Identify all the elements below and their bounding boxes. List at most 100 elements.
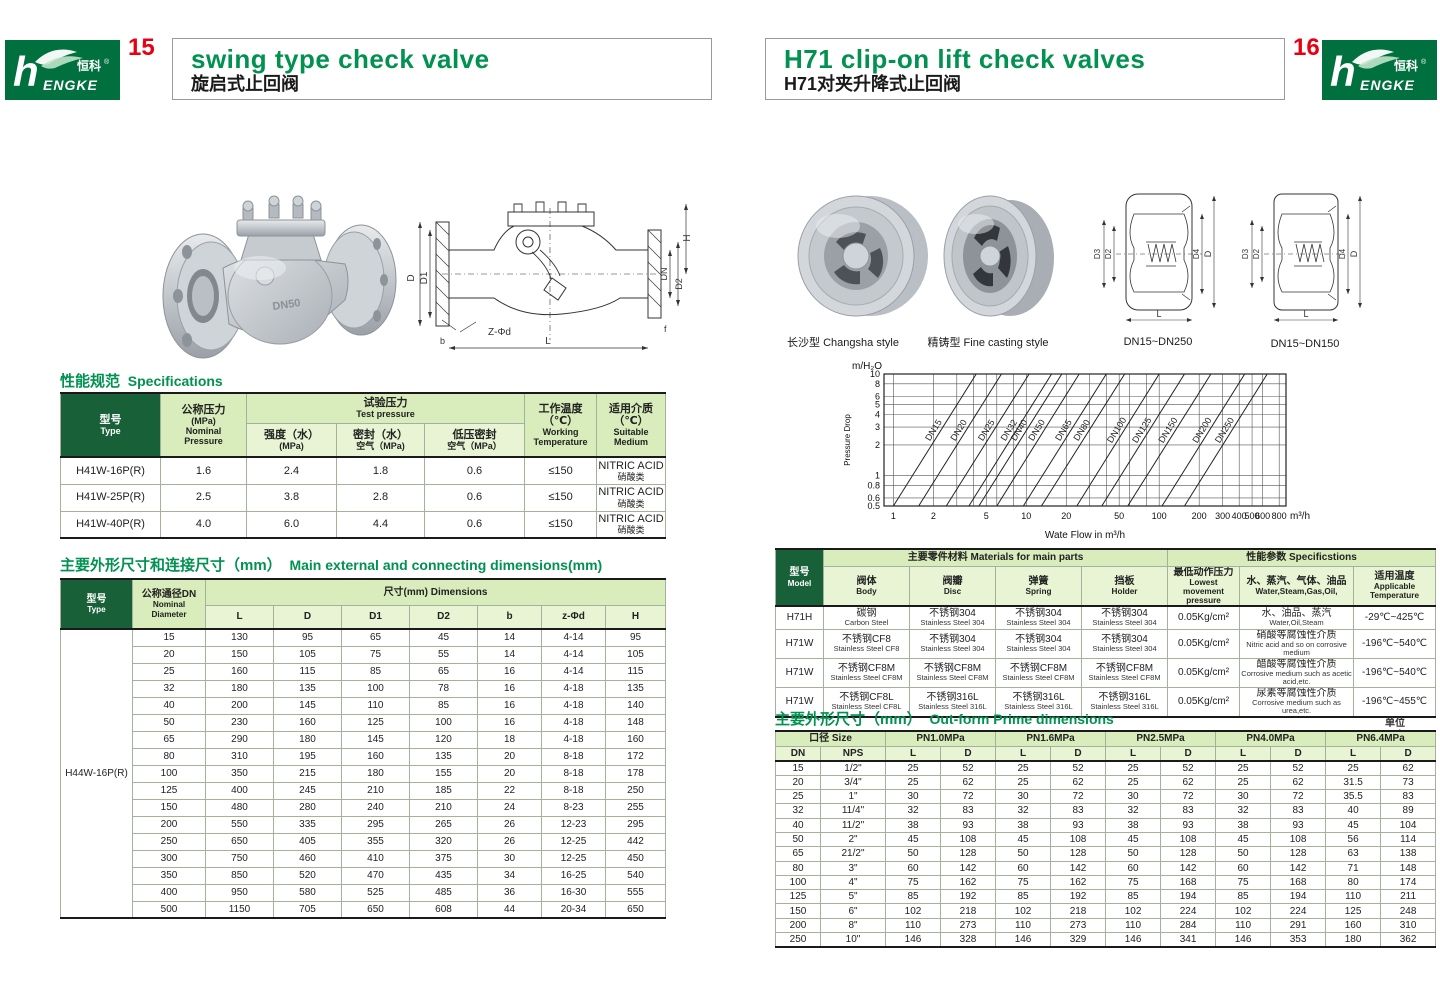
dims-section-title-en: Main external and connecting dimensions(… — [289, 557, 603, 573]
table-cell: 16 — [477, 713, 542, 732]
header-cell: 密封（水） 空气（MPa) — [336, 422, 425, 458]
swing-check-valve-photo: DN50 — [145, 168, 410, 371]
table-cell: 142 — [1160, 860, 1217, 876]
svg-text:D2: D2 — [1104, 248, 1113, 259]
table-cell: 不锈钢304 Stainless Steel 304 — [1080, 605, 1169, 630]
svg-text:Wate Flow in m³/h: Wate Flow in m³/h — [1045, 530, 1125, 541]
table-cell: 3/4" — [819, 774, 887, 791]
table-cell: 26 — [477, 832, 542, 851]
svg-text:恒科: 恒科 — [77, 58, 101, 73]
table-cell: 102 — [1105, 903, 1162, 919]
table-row: 125 5" 85 192 85 192 85 194 85 194 110 211 — [775, 889, 1437, 905]
table-cell: 20-34 — [541, 900, 606, 919]
table-cell: 25 — [132, 662, 206, 681]
table-cell: 210 — [341, 781, 410, 800]
table-cell: 485 — [409, 883, 478, 902]
table-cell: 72 — [1270, 789, 1327, 805]
header-cell: D — [1050, 745, 1107, 762]
table-cell: 1.6 — [160, 456, 247, 485]
table-cell: 135 — [409, 747, 478, 766]
table-cell: H41W-16P(R) — [60, 456, 161, 485]
table-cell: 125 — [341, 713, 410, 732]
table-cell: 650 — [341, 900, 410, 919]
table-cell: 120 — [409, 730, 478, 749]
table-cell: 83 — [1160, 803, 1217, 819]
title-box-left: swing type check valve 旋启式止回阀 — [172, 38, 712, 100]
table-cell: 36 — [477, 883, 542, 902]
header-cell: 最低动作压力 Lowest movement pressure — [1167, 565, 1241, 607]
table-cell: 110 — [341, 696, 410, 715]
table-cell: 108 — [1270, 831, 1327, 848]
table-cell: 0.05Kg/cm² — [1167, 605, 1241, 630]
table-cell: 10" — [819, 932, 887, 948]
table-row: H71W 不锈钢CF8M Stainless Steel CF8M 不锈钢CF8M St… — [775, 657, 1437, 688]
svg-text:1: 1 — [891, 511, 896, 521]
table-cell: 110 — [1215, 917, 1272, 934]
table-cell: 62 — [1160, 774, 1217, 791]
table-cell: 105 — [273, 645, 342, 664]
svg-text:D3: D3 — [1093, 248, 1102, 259]
table-cell: 180 — [205, 679, 274, 698]
fine-casting-valve-photo — [938, 186, 1058, 336]
table-cell: 1150 — [205, 900, 274, 919]
table-cell: 14 — [477, 628, 542, 647]
table-cell: 72 — [1050, 789, 1107, 805]
svg-text:D1: D1 — [419, 271, 430, 284]
table-cell: 93 — [1050, 817, 1107, 833]
table-cell: 108 — [1050, 831, 1107, 848]
table-cell: 245 — [273, 781, 342, 800]
svg-text:D: D — [1203, 250, 1213, 257]
table-cell: NITRIC ACID 硝酸类 — [596, 483, 667, 512]
table-cell: 尿素等腐蚀性介质 Corrosive medium such as urea,et… — [1239, 686, 1355, 718]
table-cell: 180 — [273, 730, 342, 749]
table-cell: 不锈钢CF8M Stainless Steel CF8M — [823, 657, 910, 688]
table-cell: 32 — [885, 803, 942, 819]
table-cell: 83 — [1050, 803, 1107, 819]
table-cell: 750 — [205, 849, 274, 868]
header-cell: 主要零件材料 Materials for main parts — [822, 548, 1169, 567]
table-cell: 142 — [940, 860, 997, 876]
table-cell: 580 — [273, 883, 342, 902]
table-cell: 16 — [477, 696, 542, 715]
table-cell: -29℃~425℃ — [1353, 605, 1437, 630]
table-cell: 115 — [273, 662, 342, 681]
table-cell: 555 — [604, 883, 667, 902]
table-cell: 2.5 — [160, 483, 247, 512]
table-cell: 125 — [1325, 903, 1382, 919]
table-cell: 31.5 — [1325, 774, 1382, 791]
header-cell: PN4.0MPa — [1215, 730, 1327, 747]
header-cell: PN1.6MPa — [995, 730, 1107, 747]
table-cell: 280 — [273, 798, 342, 817]
svg-text:®: ® — [104, 58, 110, 66]
header-cell: 工作温度（℃） Working Temperature — [524, 392, 598, 458]
table-cell: 310 — [1380, 917, 1437, 934]
svg-text:m³/h: m³/h — [1290, 511, 1310, 522]
brand-logo-left: h 恒科 ® ENGKE — [5, 40, 120, 100]
table-cell: 194 — [1270, 889, 1327, 905]
header-cell: 口径 Size — [774, 730, 887, 747]
table-cell: 3.8 — [246, 483, 337, 512]
table-row: H41W-25P(R) 2.5 3.8 2.8 0.6 ≤150 NITRIC ACID 硝酸… — [60, 483, 667, 512]
header-cell: PN6.4MPa — [1325, 730, 1437, 747]
table-cell: 148 — [1380, 860, 1437, 876]
table-row: 150 480 280 240 210 24 8-23 255 — [61, 798, 667, 817]
chart-line-label: DN200 — [1190, 416, 1213, 445]
header-cell: 尺寸(mm) Dimensions — [204, 578, 667, 606]
table-cell: 硝酸等腐蚀性介质 Nitric acid and so on corrosive … — [1239, 628, 1355, 659]
header-cell: 挡板 Holder — [1080, 565, 1169, 607]
svg-text:4: 4 — [875, 409, 880, 419]
svg-text:5: 5 — [984, 511, 989, 521]
table-cell: 4-18 — [541, 730, 606, 749]
svg-text:1: 1 — [875, 470, 880, 480]
spec-section-title-cn: 性能规范 — [60, 373, 121, 390]
table-cell: 160 — [604, 730, 667, 749]
svg-text:0.5: 0.5 — [867, 501, 880, 511]
table-cell: 410 — [341, 849, 410, 868]
table-cell: 328 — [940, 932, 997, 948]
table-row: 150 6" 102 218 102 218 102 224 102 224 125 248 — [775, 903, 1437, 919]
svg-text:500: 500 — [1245, 511, 1260, 521]
table-cell: 71 — [1325, 860, 1382, 876]
table-cell: 72 — [940, 789, 997, 805]
table-cell: 不锈钢316L Stainless Steel 316L — [1080, 686, 1169, 718]
svg-text:10: 10 — [870, 369, 880, 379]
